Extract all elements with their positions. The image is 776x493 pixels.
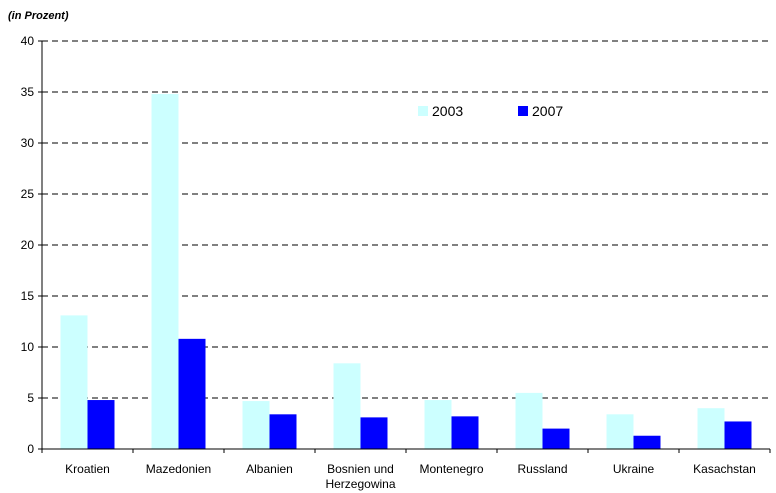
axes (38, 40, 771, 453)
y-tick-label: 15 (21, 289, 35, 303)
x-category-label: Mazedonien (146, 462, 211, 476)
x-category-label: Bosnien und (327, 462, 394, 476)
unit-label: (in Prozent) (8, 10, 69, 22)
x-category-label: Russland (517, 462, 567, 476)
bar-2007 (633, 435, 661, 449)
x-category-label: Kroatien (65, 462, 110, 476)
x-axis-categories: Kroatien Mazedonien Albanien Bosnien undHer… (65, 462, 756, 491)
bar-2003 (606, 414, 634, 449)
legend-swatch-2007 (518, 106, 528, 116)
bar-2003 (424, 400, 452, 449)
y-tick-label: 30 (21, 136, 35, 150)
bar-2003 (242, 401, 270, 449)
bar-2003 (333, 363, 361, 449)
x-category-label: Kasachstan (693, 462, 756, 476)
bar-2007 (360, 417, 388, 449)
legend-label-2003: 2003 (432, 103, 463, 119)
y-tick-label: 5 (27, 391, 34, 405)
y-tick-label: 25 (21, 187, 35, 201)
y-axis-ticks: 0 5 10 15 20 25 30 35 40 (21, 34, 35, 456)
y-tick-label: 10 (21, 340, 35, 354)
bar-2003 (515, 392, 543, 449)
x-category-label: Montenegro (419, 462, 483, 476)
legend-swatch-2003 (418, 106, 428, 116)
y-tick-label: 40 (21, 34, 35, 48)
grid (42, 40, 770, 399)
legend-label-2007: 2007 (532, 103, 563, 119)
y-tick-label: 20 (21, 238, 35, 252)
bar-2007 (269, 414, 297, 449)
x-category-label: Albanien (246, 462, 293, 476)
legend: 2003 2007 (418, 103, 563, 119)
bar-2007 (87, 400, 115, 449)
y-tick-label: 35 (21, 85, 35, 99)
x-category-label: Herzegowina (325, 477, 395, 491)
bar-2003 (697, 408, 725, 449)
bar-2003 (151, 94, 179, 449)
bar-2007 (724, 421, 752, 449)
x-category-label: Ukraine (613, 462, 655, 476)
bar-2007 (542, 428, 570, 449)
y-tick-label: 0 (27, 442, 34, 456)
bar-2007 (451, 416, 479, 449)
bars (60, 94, 752, 449)
bar-2003 (60, 315, 88, 449)
bar-2007 (178, 338, 206, 449)
